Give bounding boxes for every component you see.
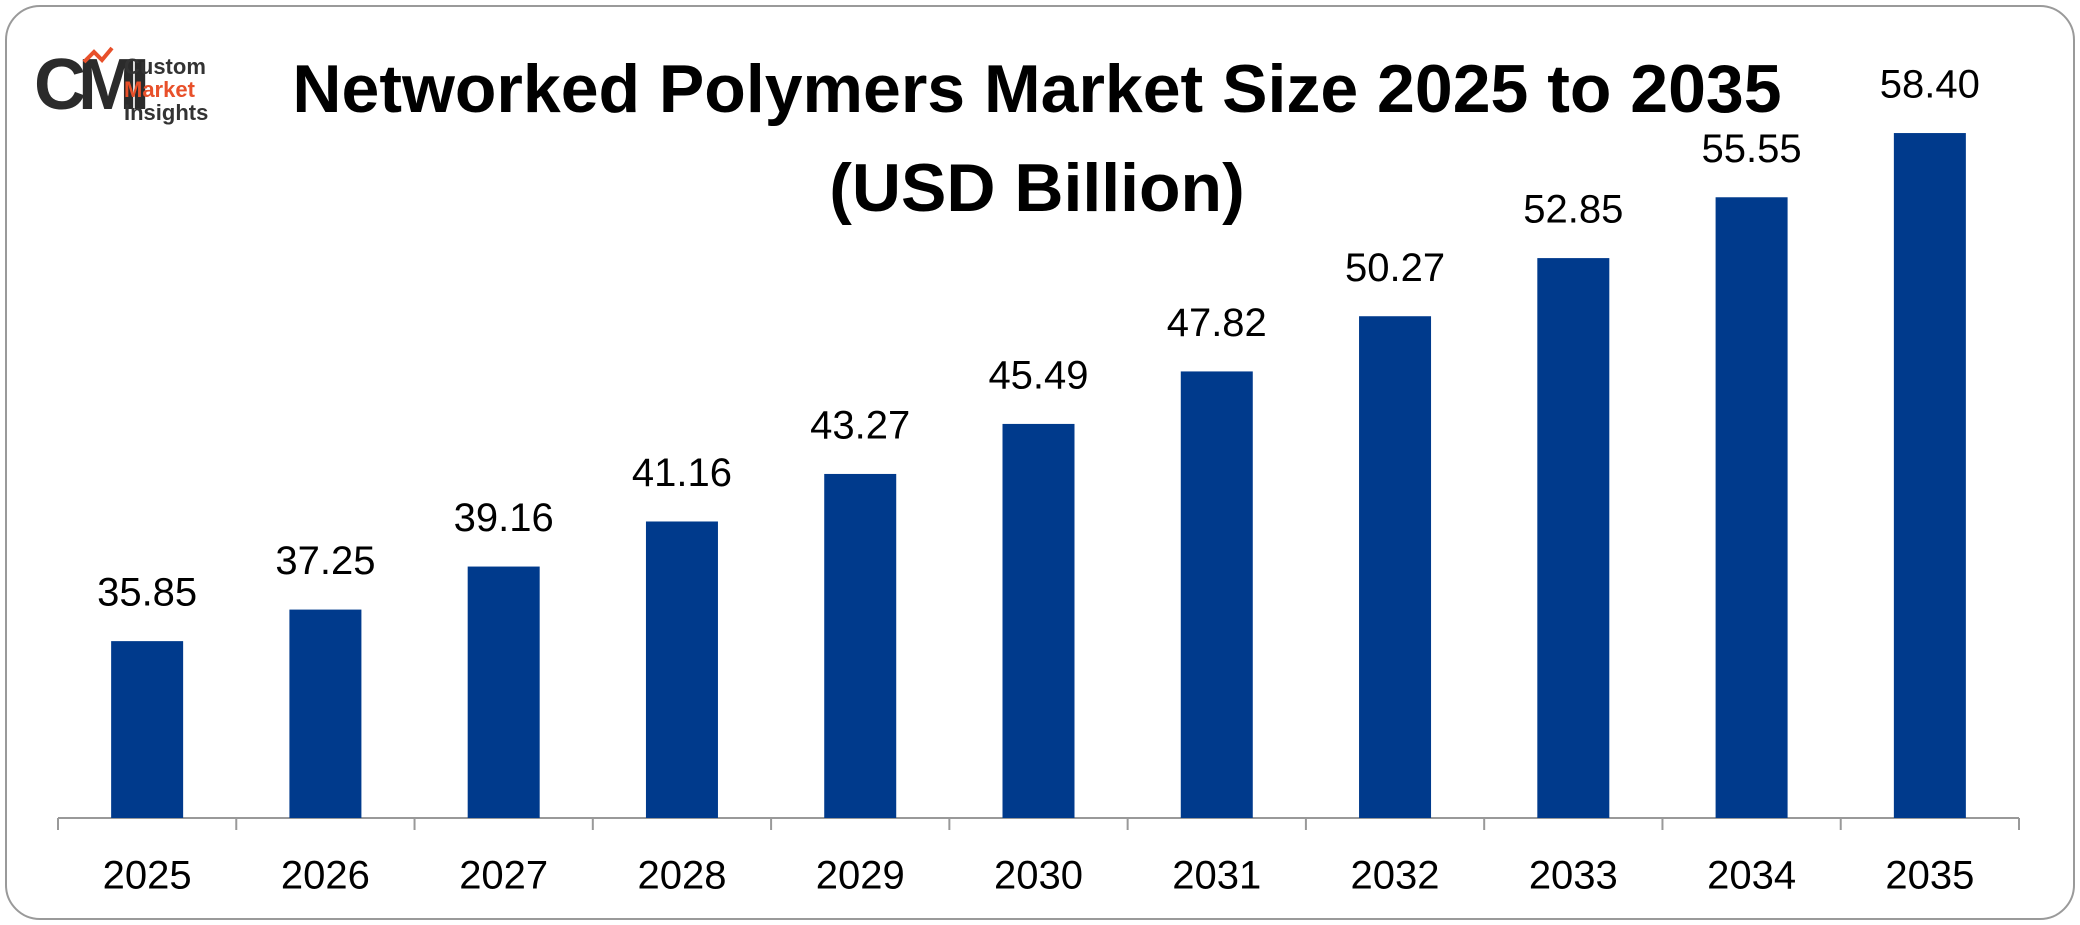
x-tick-label: 2032 xyxy=(1351,854,1440,898)
x-tick-label: 2027 xyxy=(459,854,548,898)
x-tick-label: 2029 xyxy=(816,854,905,898)
bar xyxy=(289,609,362,818)
x-tick-label: 2034 xyxy=(1707,854,1796,898)
chart-title: Networked Polymers Market Size 2025 to 2… xyxy=(292,51,1781,127)
bar xyxy=(824,473,897,818)
x-tick-label: 2035 xyxy=(1885,854,1974,898)
bar xyxy=(1715,197,1788,819)
value-label: 37.25 xyxy=(275,539,375,583)
x-tick-label: 2025 xyxy=(103,854,192,898)
value-label: 47.82 xyxy=(1167,301,1267,345)
bar xyxy=(645,521,718,818)
chart-title: (USD Billion) xyxy=(829,150,1245,226)
value-label: 55.55 xyxy=(1702,127,1802,171)
bar xyxy=(1893,133,1966,819)
x-tick-label: 2030 xyxy=(994,854,1083,898)
logo-arrow xyxy=(82,46,114,64)
value-label: 43.27 xyxy=(810,404,910,448)
x-tick-label: 2028 xyxy=(637,854,726,898)
logo-text: Custom xyxy=(124,54,206,79)
value-label: 52.85 xyxy=(1523,188,1623,232)
bar xyxy=(1359,316,1432,818)
value-label: 45.49 xyxy=(988,353,1088,397)
bar xyxy=(1002,423,1075,818)
x-tick-label: 2026 xyxy=(281,854,370,898)
bar xyxy=(111,641,184,818)
bar xyxy=(1180,371,1253,818)
x-tick-label: 2033 xyxy=(1529,854,1618,898)
value-label: 35.85 xyxy=(97,571,197,615)
logo-text: Insights xyxy=(124,100,208,125)
logo-mark: CMI xyxy=(34,45,146,125)
value-label: 58.40 xyxy=(1880,63,1980,107)
value-label: 41.16 xyxy=(632,451,732,495)
bar xyxy=(1537,258,1610,818)
value-label: 39.16 xyxy=(454,496,554,540)
logo: CMI Custom Market Insights xyxy=(34,45,208,125)
value-label: 50.27 xyxy=(1345,246,1445,290)
bar xyxy=(467,566,540,818)
logo-text: Market xyxy=(124,77,196,102)
x-tick-label: 2031 xyxy=(1172,854,1261,898)
